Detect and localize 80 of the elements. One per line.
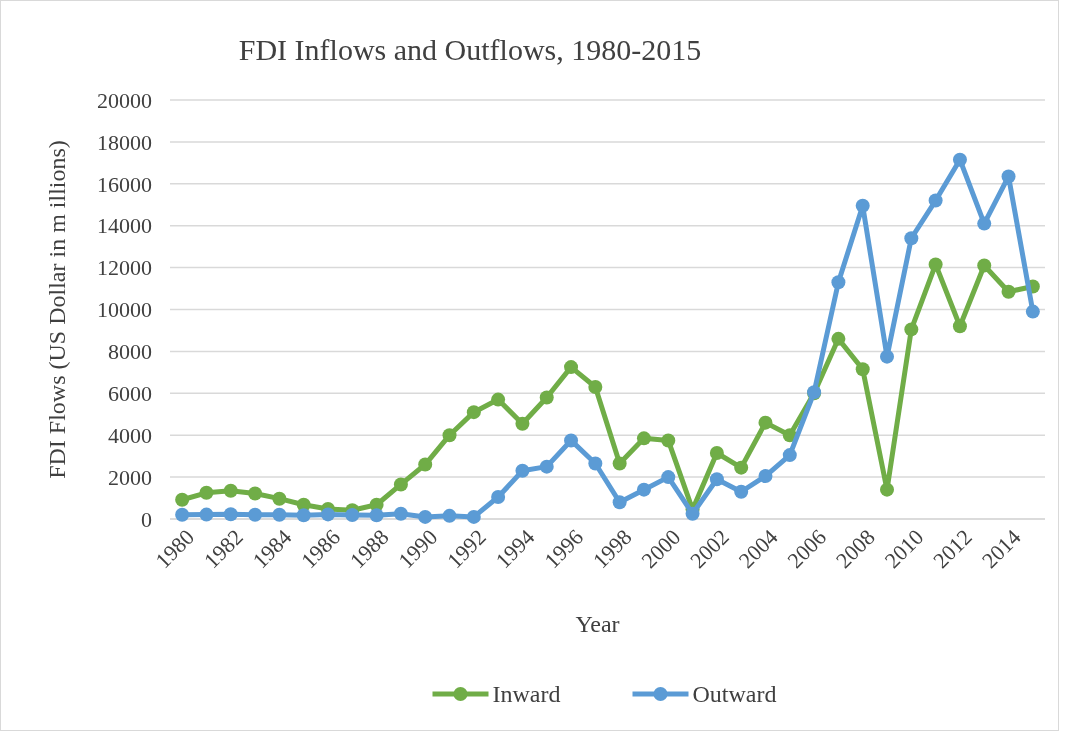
point [418, 509, 433, 524]
point [515, 463, 530, 478]
point [831, 275, 846, 290]
point [758, 469, 773, 484]
legend-label: Inward [492, 681, 561, 708]
point [442, 428, 457, 443]
point [393, 477, 408, 492]
point [418, 457, 433, 472]
point [515, 416, 530, 431]
point [880, 482, 895, 497]
point [685, 506, 700, 521]
point [442, 508, 457, 523]
point [175, 507, 190, 522]
point [272, 491, 287, 506]
y-tick-label: 8000 [108, 339, 152, 365]
point [199, 485, 214, 500]
point [491, 392, 506, 407]
point [272, 507, 287, 522]
point [248, 507, 263, 522]
y-tick-label: 0 [141, 506, 152, 532]
point [880, 349, 895, 364]
point [564, 433, 579, 448]
point [636, 482, 651, 497]
point [636, 431, 651, 446]
point [491, 490, 506, 504]
x-axis-title: Year [575, 611, 620, 637]
y-tick-label: 20000 [97, 87, 152, 113]
point [612, 456, 627, 471]
point [1025, 304, 1040, 319]
point [928, 193, 943, 208]
point [1001, 169, 1016, 184]
point [1001, 284, 1016, 299]
point [855, 362, 870, 377]
point [855, 198, 870, 213]
point [977, 258, 992, 273]
point [588, 456, 603, 471]
point [466, 509, 481, 524]
y-tick-label: 10000 [97, 297, 152, 323]
point [661, 470, 676, 485]
point [345, 508, 360, 523]
point [952, 319, 967, 334]
point [612, 495, 627, 510]
point [904, 322, 919, 337]
y-axis-title: FDI Flows (US Dollar in m illions) [44, 140, 70, 479]
point [952, 152, 967, 167]
point [223, 507, 238, 522]
y-tick-label: 16000 [97, 171, 152, 197]
point [709, 446, 724, 461]
point [199, 507, 214, 522]
point [904, 231, 919, 246]
y-tick-label: 2000 [108, 464, 152, 490]
point [831, 331, 846, 346]
point [928, 257, 943, 272]
point [782, 448, 797, 463]
y-tick-label: 18000 [97, 129, 152, 155]
point [539, 390, 554, 405]
point [393, 506, 408, 521]
point [564, 360, 579, 375]
point [661, 433, 676, 448]
y-tick-label: 14000 [97, 213, 152, 239]
point [223, 483, 238, 498]
point [709, 472, 724, 487]
point [466, 405, 481, 420]
legend-label: Outward [692, 681, 777, 708]
chart-title: FDI Inflows and Outflows, 1980-2015 [238, 33, 702, 66]
point [320, 507, 335, 522]
y-tick-label: 6000 [108, 381, 152, 406]
point [588, 380, 603, 395]
point [248, 486, 263, 501]
y-tick-label: 12000 [97, 255, 152, 281]
point [734, 484, 749, 499]
point [977, 216, 992, 231]
point [539, 459, 554, 474]
point [296, 508, 311, 523]
y-tick-label: 4000 [108, 422, 152, 448]
x-tick-label: 1980 [150, 524, 200, 574]
point [175, 492, 190, 507]
point [369, 508, 384, 523]
point [758, 415, 773, 430]
point [734, 460, 749, 475]
